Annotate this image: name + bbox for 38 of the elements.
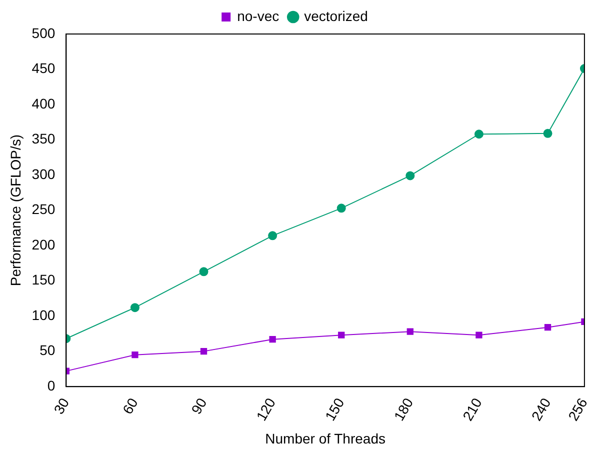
y-tick-label: 500 bbox=[32, 24, 56, 41]
point bbox=[199, 267, 208, 276]
point bbox=[269, 336, 276, 343]
x-tick-label: 60 bbox=[119, 395, 142, 417]
y-tick-label: 0 bbox=[47, 377, 56, 394]
point bbox=[543, 128, 552, 138]
point bbox=[406, 328, 414, 335]
point bbox=[474, 130, 484, 139]
x-tick-label: 256 bbox=[564, 395, 590, 424]
legend-label: vectorized bbox=[304, 8, 368, 24]
legend-label: no-vec bbox=[237, 8, 280, 24]
point bbox=[268, 231, 278, 240]
y-tick-label: 400 bbox=[32, 95, 56, 112]
x-tick-label: 180 bbox=[390, 395, 416, 424]
point bbox=[338, 332, 345, 338]
x-tick-label: 120 bbox=[252, 395, 279, 424]
x-tick-label: 30 bbox=[50, 395, 72, 417]
y-tick-label: 450 bbox=[32, 60, 56, 76]
y-tick-label: 50 bbox=[40, 342, 56, 358]
y-axis-title: Performance (GFLOP/s) bbox=[7, 134, 24, 286]
point bbox=[200, 348, 208, 355]
point bbox=[544, 324, 552, 331]
x-tick-label: 90 bbox=[188, 395, 210, 417]
point bbox=[336, 204, 346, 213]
point bbox=[476, 332, 482, 338]
y-tick-label: 300 bbox=[32, 166, 56, 182]
y-tick-label: 250 bbox=[32, 201, 56, 218]
point bbox=[406, 171, 415, 180]
x-tick-label: 240 bbox=[528, 395, 554, 424]
x-axis-title: Number of Threads bbox=[265, 430, 386, 446]
point bbox=[132, 352, 138, 358]
y-tick-label: 350 bbox=[32, 130, 56, 147]
x-tick-label: 150 bbox=[322, 395, 348, 424]
y-tick-label: 100 bbox=[32, 306, 56, 323]
point bbox=[130, 303, 140, 312]
y-tick-label: 150 bbox=[32, 272, 56, 288]
x-tick-label: 210 bbox=[459, 395, 486, 424]
y-tick-label: 200 bbox=[32, 236, 56, 252]
